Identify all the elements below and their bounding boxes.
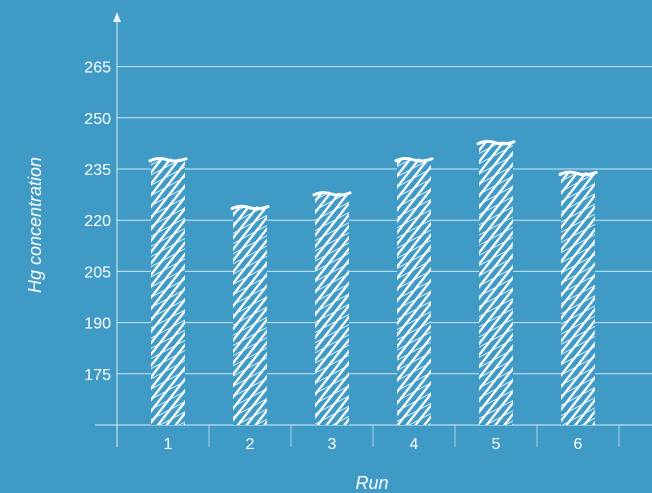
y-tick-labels: 175 190 205 220 235 250 265 (84, 60, 111, 384)
bar-top-edge (148, 156, 188, 163)
bar-top-edge (394, 156, 434, 163)
y-axis-title: Hg concentration (25, 157, 45, 293)
x-tick-label: 5 (492, 436, 501, 453)
bar-overlay (479, 141, 513, 425)
y-tick-label: 175 (84, 367, 111, 384)
x-tick-label: 2 (246, 436, 255, 453)
x-tick-label: 1 (164, 436, 173, 453)
x-axis-title: Run (355, 473, 388, 493)
bar-top-edge (312, 191, 352, 197)
bar-overlay (233, 206, 267, 425)
y-tick-label: 235 (84, 162, 111, 179)
bar-overlay (561, 172, 595, 425)
bar-top-edge (558, 170, 598, 177)
bars (148, 139, 598, 425)
x-tick-label: 4 (410, 436, 419, 453)
y-tick-label: 265 (84, 60, 111, 77)
y-tick-label: 205 (84, 264, 111, 281)
y-tick-label: 220 (84, 213, 111, 230)
bar-run-1 (148, 156, 188, 425)
y-tick-label: 250 (84, 111, 111, 128)
y-tick-label: 190 (84, 316, 111, 333)
bar-run-4 (394, 156, 434, 425)
x-tick-label: 6 (574, 436, 583, 453)
bar-top-edge (230, 204, 270, 211)
gridlines (117, 66, 652, 375)
bar-run-2 (230, 204, 270, 425)
bar-overlay (397, 158, 431, 425)
bar-run-6 (558, 170, 598, 425)
bar-overlay (151, 158, 185, 425)
bar-top-edge (476, 139, 516, 146)
x-tick-labels: 1 2 3 4 5 6 (164, 436, 583, 453)
axes (95, 12, 652, 447)
bar-overlay (315, 192, 349, 425)
bar-run-3 (312, 191, 352, 425)
y-axis-arrow (113, 12, 121, 22)
bar-run-5 (476, 139, 516, 425)
x-tick-label: 3 (328, 436, 337, 453)
